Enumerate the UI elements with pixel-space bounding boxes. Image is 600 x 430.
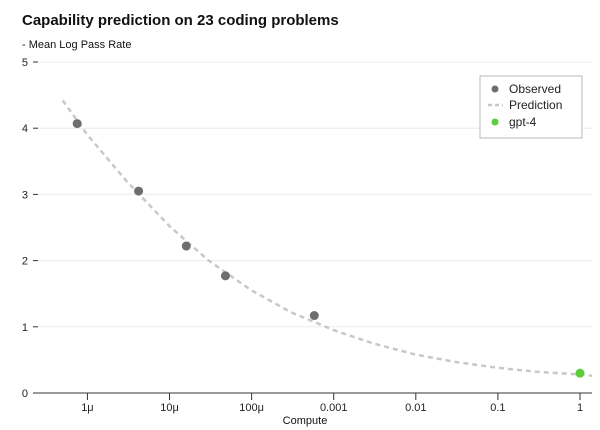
y-tick-label: 5 xyxy=(22,57,28,69)
x-tick-label: 10μ xyxy=(160,402,179,414)
x-axis-label: Compute xyxy=(283,415,328,427)
series xyxy=(61,99,593,378)
x-tick-label: 0.01 xyxy=(405,402,426,414)
x-tick-label: 100μ xyxy=(239,402,264,414)
legend-label-gpt4: gpt-4 xyxy=(509,115,537,129)
axes: 0 1 2 3 4 5 1μ 10μ 100μ 0.001 0.01 0.1 1 xyxy=(22,57,592,414)
legend-label-observed: Observed xyxy=(509,82,561,96)
y-tick-label: 2 xyxy=(22,256,28,268)
y-tick-label: 0 xyxy=(22,388,28,400)
prediction-curve xyxy=(61,99,593,378)
y-tick-label: 1 xyxy=(22,322,28,334)
x-tick-label: 1μ xyxy=(81,402,93,414)
observed-point xyxy=(181,241,191,251)
observed-point xyxy=(220,271,230,281)
legend-marker-gpt4 xyxy=(491,118,499,126)
observed-point xyxy=(72,119,82,129)
legend-label-prediction: Prediction xyxy=(509,98,562,112)
observed-point xyxy=(134,186,144,196)
y-axis-label: - Mean Log Pass Rate xyxy=(22,39,131,51)
legend: Observed Prediction gpt-4 xyxy=(479,75,583,139)
x-tick-label: 1 xyxy=(577,402,583,414)
observed-point xyxy=(309,311,319,321)
chart-title: Capability prediction on 23 coding probl… xyxy=(22,12,339,29)
y-tick-label: 3 xyxy=(22,189,28,201)
y-tick-label: 4 xyxy=(22,123,28,135)
x-tick-label: 0.1 xyxy=(490,402,505,414)
gpt4-point xyxy=(575,368,585,378)
x-tick-label: 0.001 xyxy=(320,402,348,414)
legend-marker-observed xyxy=(491,85,499,93)
